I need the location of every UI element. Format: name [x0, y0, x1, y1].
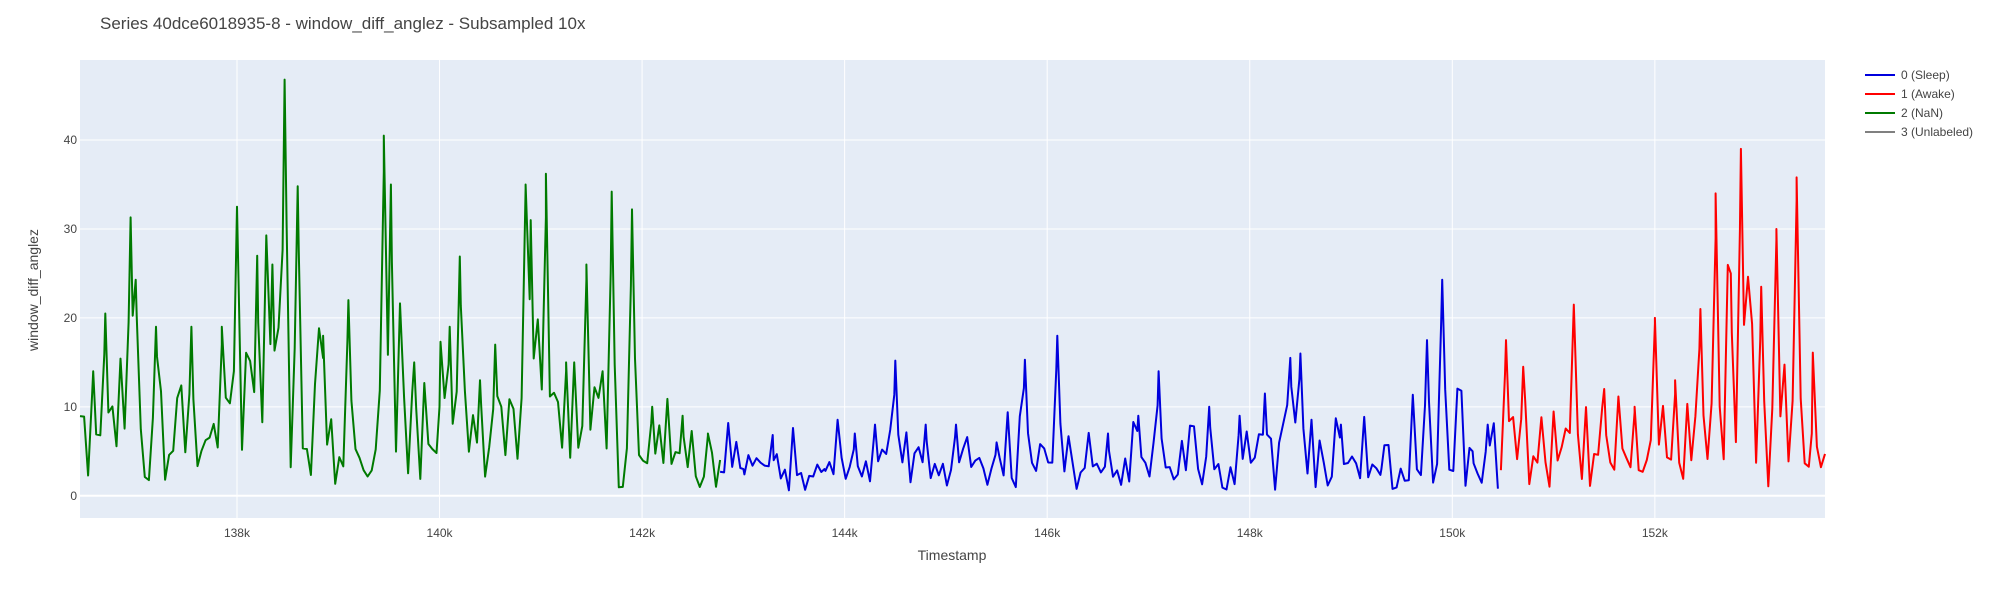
series-line-0-sleep-[interactable] [719, 278, 1499, 492]
x-tick-label: 140k [427, 526, 454, 540]
x-tick-label: 146k [1034, 526, 1061, 540]
x-axis-ticks: 138k 140k 142k 144k 146k 148k 150k 152k [224, 526, 1669, 540]
y-tick-label: 20 [64, 311, 78, 325]
y-tick-label: 10 [64, 400, 78, 414]
x-tick-label: 138k [224, 526, 251, 540]
series-line-2-nan-[interactable] [79, 78, 722, 489]
x-tick-label: 152k [1642, 526, 1669, 540]
y-axis-title: window_diff_anglez [25, 229, 41, 352]
x-tick-label: 150k [1439, 526, 1466, 540]
legend-entry[interactable]: 2 (NaN) [1901, 106, 1943, 120]
series-line-1-awake-[interactable] [1499, 147, 1826, 488]
x-gridlines [236, 60, 1656, 518]
series-lines [79, 78, 1826, 492]
x-axis-title: Timestamp [918, 547, 987, 563]
x-tick-label: 148k [1237, 526, 1264, 540]
chart-title: Series 40dce6018935-8 - window_diff_angl… [100, 14, 586, 33]
y-gridlines [80, 139, 1825, 497]
y-axis-ticks: 0 10 20 30 40 [64, 133, 78, 503]
x-tick-label: 142k [629, 526, 656, 540]
plot-area[interactable] [80, 60, 1825, 518]
y-tick-label: 30 [64, 222, 78, 236]
y-tick-label: 40 [64, 133, 78, 147]
x-tick-label: 144k [832, 526, 859, 540]
legend-entry[interactable]: 0 (Sleep) [1901, 68, 1950, 82]
legend-entry[interactable]: 3 (Unlabeled) [1901, 125, 1973, 139]
y-tick-label: 0 [70, 489, 77, 503]
legend: 0 (Sleep) 1 (Awake) 2 (NaN) 3 (Unlabeled) [1865, 68, 1973, 139]
legend-entry[interactable]: 1 (Awake) [1901, 87, 1955, 101]
